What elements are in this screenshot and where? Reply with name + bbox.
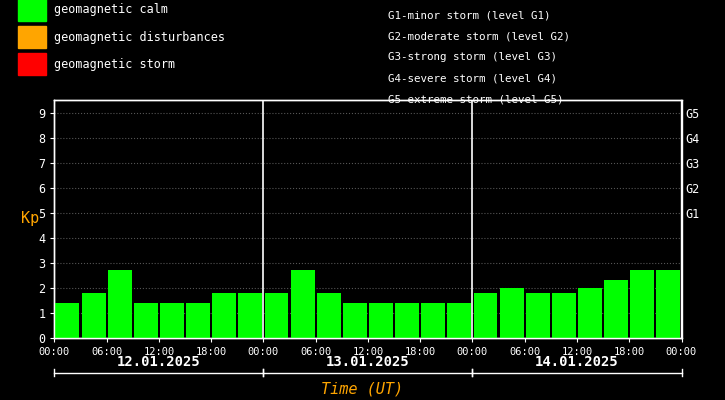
Text: G2-moderate storm (level G2): G2-moderate storm (level G2): [388, 31, 570, 41]
Bar: [186, 303, 210, 338]
Text: G3-strong storm (level G3): G3-strong storm (level G3): [388, 52, 557, 62]
Bar: [421, 303, 445, 338]
Bar: [473, 293, 497, 338]
Text: G1-minor storm (level G1): G1-minor storm (level G1): [388, 10, 550, 20]
Bar: [160, 303, 184, 338]
Text: Time (UT): Time (UT): [321, 381, 404, 396]
Bar: [656, 270, 680, 338]
Bar: [630, 270, 654, 338]
Text: 12.01.2025: 12.01.2025: [117, 355, 201, 369]
Bar: [239, 293, 262, 338]
Bar: [317, 293, 341, 338]
Bar: [552, 293, 576, 338]
Bar: [82, 293, 106, 338]
Bar: [134, 303, 158, 338]
Text: G4-severe storm (level G4): G4-severe storm (level G4): [388, 74, 557, 84]
Text: G5-extreme storm (level G5): G5-extreme storm (level G5): [388, 95, 563, 105]
Y-axis label: Kp: Kp: [21, 212, 39, 226]
Bar: [604, 280, 628, 338]
Text: geomagnetic storm: geomagnetic storm: [54, 58, 175, 71]
Bar: [500, 288, 523, 338]
Bar: [212, 293, 236, 338]
Bar: [265, 293, 289, 338]
Bar: [108, 270, 132, 338]
Bar: [291, 270, 315, 338]
Text: 13.01.2025: 13.01.2025: [326, 355, 410, 369]
Bar: [447, 303, 471, 338]
Text: geomagnetic calm: geomagnetic calm: [54, 4, 168, 16]
Bar: [395, 303, 419, 338]
Text: geomagnetic disturbances: geomagnetic disturbances: [54, 31, 225, 44]
Bar: [578, 288, 602, 338]
Bar: [343, 303, 367, 338]
Bar: [526, 293, 550, 338]
Text: 14.01.2025: 14.01.2025: [535, 355, 619, 369]
Bar: [369, 303, 393, 338]
Bar: [56, 303, 80, 338]
